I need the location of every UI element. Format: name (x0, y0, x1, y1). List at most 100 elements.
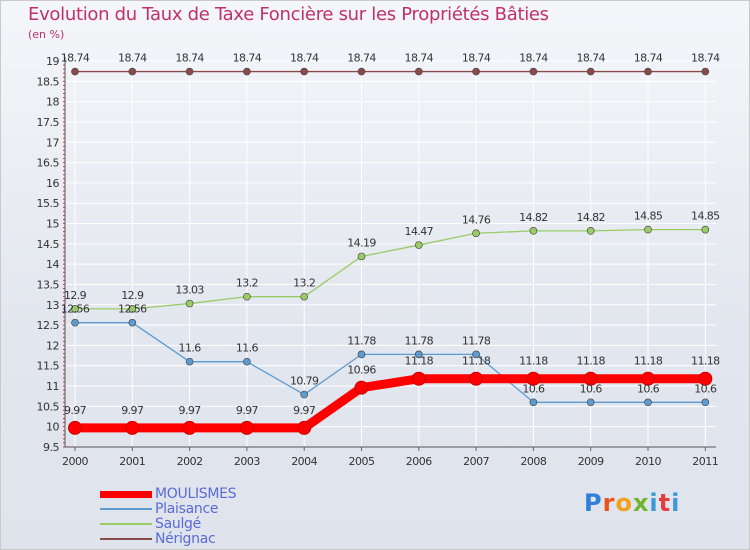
data-point (128, 318, 137, 327)
data-point (71, 67, 79, 76)
y-tick-label: 16 (46, 177, 59, 190)
data-point (586, 398, 595, 407)
data-label: 9.97 (64, 404, 87, 417)
data-point (472, 350, 480, 359)
data-label: 11.6 (179, 342, 202, 355)
data-point (71, 318, 79, 327)
data-label: 12.56 (61, 303, 90, 316)
data-label: 10.6 (694, 382, 717, 395)
data-point (357, 67, 366, 76)
data-label: 18.74 (405, 52, 434, 65)
data-point (354, 380, 369, 395)
y-tick-label: 16.5 (37, 157, 60, 170)
data-label: 11.18 (462, 355, 491, 368)
data-label: 18.74 (290, 52, 319, 65)
legend-swatch (100, 491, 152, 498)
series-layer (68, 67, 713, 435)
data-label: 9.97 (236, 404, 259, 417)
data-label: 14.82 (576, 211, 605, 224)
data-label: 12.9 (64, 289, 87, 302)
data-point (300, 390, 309, 399)
data-label: 11.18 (519, 355, 548, 368)
data-label: 11.78 (405, 334, 434, 347)
x-tick-label: 2004 (291, 455, 317, 468)
data-label: 10.6 (637, 382, 660, 395)
data-label: 11.6 (236, 342, 259, 355)
data-point (71, 305, 79, 313)
data-label: 18.74 (118, 52, 147, 65)
data-label: 13.03 (175, 284, 204, 297)
data-point (469, 371, 484, 386)
data-point (586, 67, 595, 76)
data-label: 11.78 (462, 334, 491, 347)
data-label: 14.85 (691, 210, 720, 223)
data-point (300, 292, 309, 301)
data-point (300, 67, 309, 76)
data-point (414, 67, 423, 76)
y-tick-label: 11 (46, 380, 59, 393)
data-point (128, 67, 137, 76)
data-label: 18.74 (634, 52, 663, 65)
y-tick-label: 9.5 (43, 441, 59, 454)
data-label: 13.2 (236, 277, 258, 290)
data-label: 18.74 (347, 52, 376, 65)
y-tick-label: 13.5 (37, 278, 60, 291)
data-point (698, 371, 713, 386)
data-point (526, 371, 541, 386)
data-point (297, 420, 312, 435)
data-point (644, 225, 652, 234)
chart-title: Evolution du Taux de Taxe Foncière sur l… (28, 4, 549, 25)
data-label: 18.74 (233, 52, 262, 65)
y-tick-label: 10 (46, 421, 59, 434)
y-tick-label: 14.5 (37, 238, 60, 251)
data-label: 14.85 (634, 210, 663, 223)
data-label: 10.6 (522, 382, 545, 395)
x-tick-label: 2002 (177, 455, 203, 468)
legend-label: Saulgé (155, 516, 201, 532)
data-label: 12.9 (121, 289, 144, 302)
data-point (529, 67, 538, 76)
data-label: 11.78 (347, 334, 376, 347)
legend-label: MOULISMES (155, 486, 237, 502)
data-label: 12.56 (118, 303, 147, 316)
legend-swatch (100, 508, 152, 510)
x-tick-label: 2010 (635, 455, 661, 468)
y-axis-unit: (en %) (28, 28, 65, 41)
data-labels: 9.97 9.97 9.97 9.97 9.97 10.96 11.18 11.18 11.18… (61, 52, 721, 417)
data-point (644, 398, 652, 407)
data-point (701, 398, 710, 407)
x-tick-label: 2007 (463, 455, 489, 468)
data-point (243, 67, 251, 76)
data-label: 18.74 (175, 52, 204, 65)
data-point (414, 241, 423, 249)
data-point (529, 398, 538, 407)
data-label: 14.76 (462, 213, 491, 226)
data-label: 9.97 (293, 404, 316, 417)
data-label: 11.18 (576, 355, 605, 368)
y-tick-label: 17.5 (37, 116, 60, 129)
data-point (644, 67, 652, 76)
data-label: 18.74 (519, 52, 548, 65)
x-tick-label: 2000 (62, 455, 88, 468)
x-tick-label: 2005 (349, 455, 375, 468)
x-tick-label: 2009 (578, 455, 604, 468)
data-point (411, 371, 426, 386)
data-label: 14.82 (519, 211, 548, 224)
y-tick-label: 19 (46, 55, 59, 68)
data-label: 9.97 (179, 404, 202, 417)
y-tick-label: 15.5 (37, 197, 60, 210)
data-label: 18.74 (462, 52, 491, 65)
y-tick-label: 12.5 (37, 319, 60, 332)
data-point (357, 350, 366, 359)
series-line (74, 322, 706, 403)
data-label: 13.2 (293, 277, 315, 290)
x-tick-label: 2011 (692, 455, 718, 468)
y-tick-label: 14 (46, 258, 59, 271)
legend-label: Plaisance (155, 501, 219, 517)
data-point (414, 350, 423, 359)
data-point (701, 67, 710, 76)
data-label: 10.79 (290, 375, 319, 388)
y-tick-label: 12 (46, 339, 59, 352)
